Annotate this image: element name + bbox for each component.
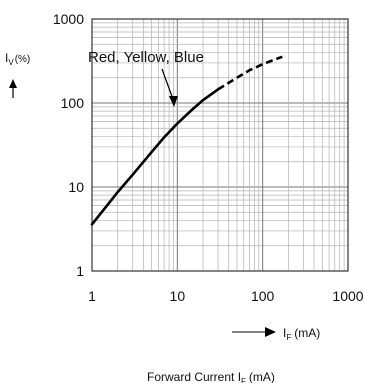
x-unit-sub: F [286,333,291,342]
y-tick-label: 1 [76,263,84,279]
y-axis-arrow-head [9,79,17,88]
y-axis-label-unit: (%) [15,54,31,65]
y-axis-label: IV(%) [5,51,30,67]
svg-text:IV(%): IV(%) [5,51,30,67]
x-unit-main: I [283,326,286,340]
grid [92,19,348,271]
x-title-main: Forward Current I [147,370,241,383]
x-title-sub: F [241,377,246,383]
x-unit-unit: (mA) [294,326,320,340]
y-tick-label: 1000 [53,11,84,27]
plot-frame [91,18,349,272]
x-tick-labels: 1 10 100 1000 [88,288,364,304]
y-axis-label-main: I [5,51,8,65]
x-tick-label: 100 [251,288,275,304]
y-axis-label-sub: V [8,58,14,67]
annotation-arrowhead [169,96,178,107]
y-tick-labels: 1 10 100 1000 [53,11,84,279]
svg-text:IF(mA): IF (mA) [283,326,320,342]
x-axis-title: Forward Current IF (mA) [147,370,275,383]
y-tick-label: 10 [68,179,84,195]
x-tick-label: 1000 [332,288,363,304]
y-tick-label: 100 [61,95,85,111]
x-tick-label: 1 [88,288,96,304]
x-axis-unit-label: IF (mA) [283,326,320,342]
series-curve-solid [90,88,220,226]
series-label: Red, Yellow, Blue [88,49,204,66]
svg-text:Forward Current IF(mA): Forward Current IF (mA) [147,370,275,383]
x-tick-label: 10 [170,288,186,304]
x-axis-arrow-head [265,327,276,337]
series-curve-dashed [217,55,283,91]
x-title-unit: (mA) [249,370,275,383]
